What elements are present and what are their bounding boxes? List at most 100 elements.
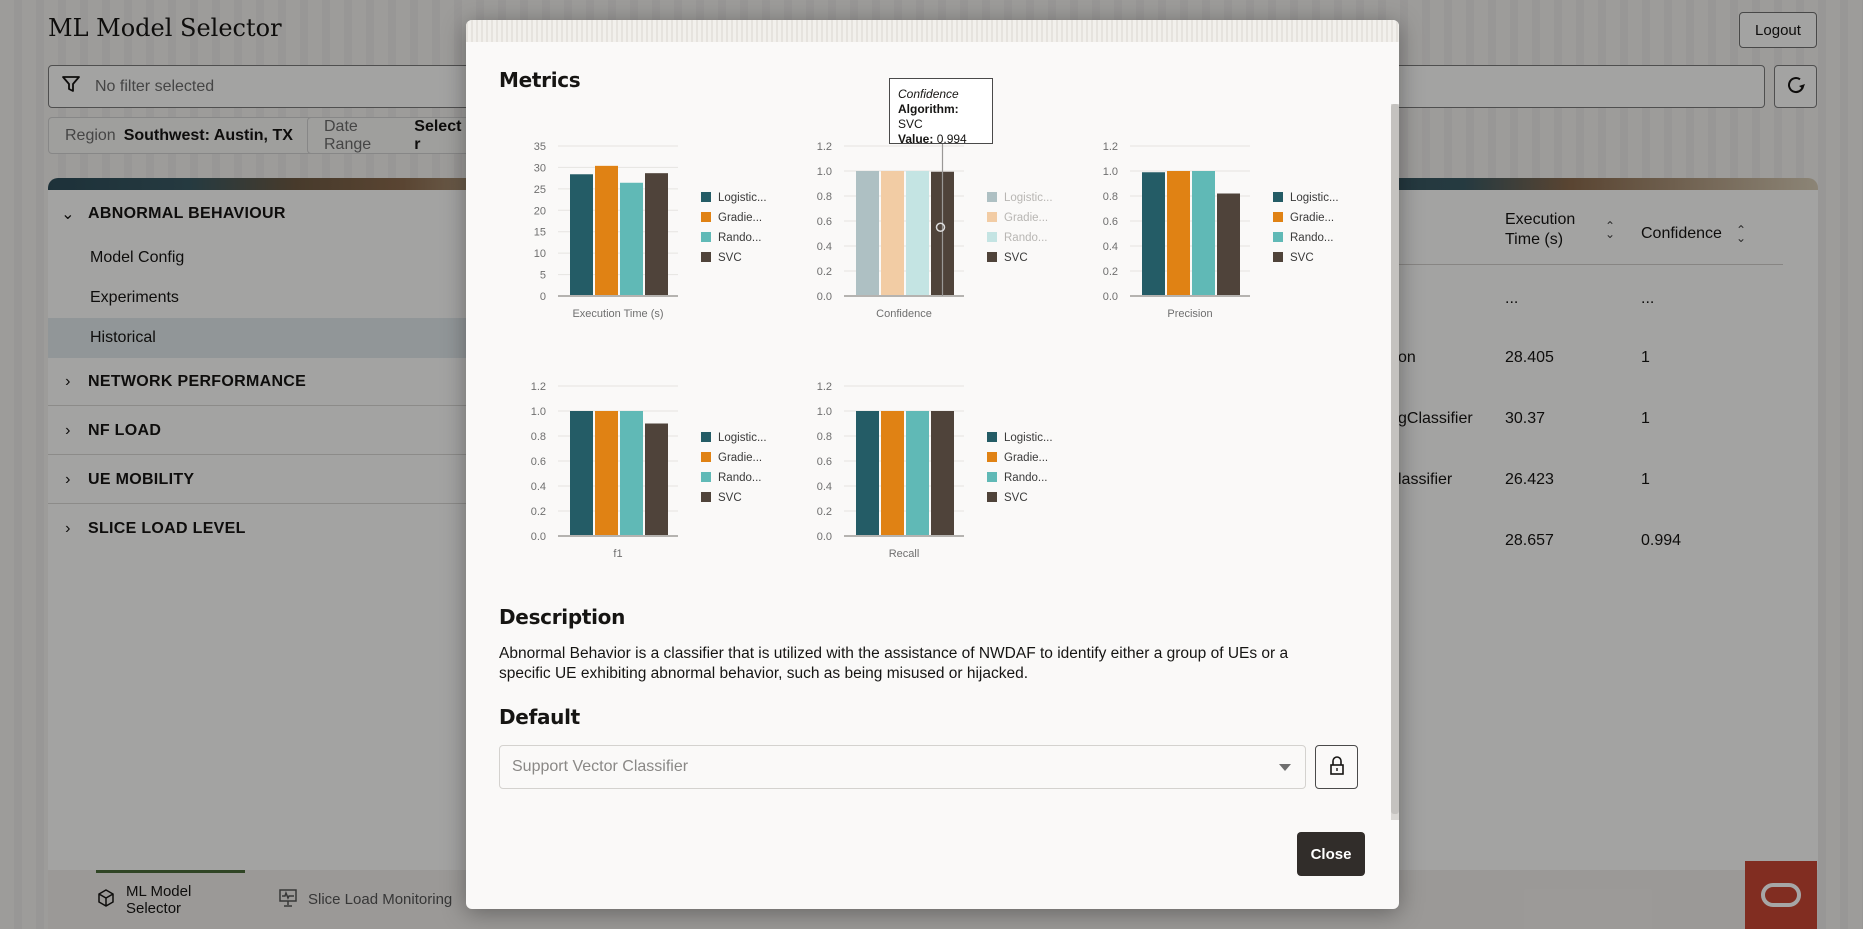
legend-swatch: [1273, 232, 1283, 242]
y-tick-label: 0.0: [1103, 291, 1118, 303]
legend-item[interactable]: Logistic...: [1004, 432, 1053, 444]
legend-item[interactable]: Rando...: [718, 232, 761, 244]
bar[interactable]: [1192, 171, 1215, 296]
bar[interactable]: [856, 171, 879, 296]
chart-f1[interactable]: 0.0 0.2 0.4 0.6 0.8 1.0 1.2 f1 Logistic... Gradie…: [506, 355, 776, 575]
logout-button[interactable]: Logout: [1739, 12, 1817, 48]
chart-execution-time[interactable]: 0 5 10 15 20 25 30 35 Execution Time (s) Logistic…: [506, 115, 776, 335]
bar[interactable]: [906, 171, 929, 296]
bar[interactable]: [595, 411, 618, 536]
y-tick-label: 0.4: [1103, 241, 1118, 253]
bar[interactable]: [931, 411, 954, 536]
filter-placeholder: No filter selected: [95, 77, 215, 95]
bar[interactable]: [881, 171, 904, 296]
nav-group-network-performance[interactable]: › NETWORK PERFORMANCE: [48, 358, 468, 406]
nav-group-label: ABNORMAL BEHAVIOUR: [88, 205, 286, 222]
bar[interactable]: [570, 411, 593, 536]
nav-group-slice-load-level[interactable]: › SLICE LOAD LEVEL: [48, 505, 468, 553]
description-title: Description: [499, 605, 626, 629]
nav-item-experiments[interactable]: Experiments: [90, 289, 179, 306]
bar[interactable]: [620, 182, 643, 296]
date-range-chip[interactable]: Date Range Select r: [307, 117, 487, 154]
legend-swatch: [987, 492, 997, 502]
select-value: Support Vector Classifier: [512, 758, 689, 775]
bar[interactable]: [881, 411, 904, 536]
legend-item[interactable]: SVC: [1004, 492, 1028, 504]
sort-icon[interactable]: ⌃ ⌄: [1604, 218, 1615, 241]
legend-item[interactable]: Gradie...: [1004, 452, 1048, 464]
y-tick-label: 0.8: [817, 191, 832, 203]
close-button[interactable]: Close: [1297, 832, 1365, 876]
legend-item[interactable]: SVC: [1004, 252, 1028, 264]
lock-icon: [1329, 755, 1345, 779]
legend-item[interactable]: Logistic...: [718, 192, 767, 204]
footer-tab-ml-model-selector[interactable]: ML Model Selector: [96, 870, 245, 929]
y-tick-label: 0.2: [531, 506, 546, 518]
legend-item[interactable]: Gradie...: [1004, 212, 1048, 224]
bar[interactable]: [570, 174, 593, 296]
region-chip[interactable]: Region Southwest: Austin, TX: [48, 117, 314, 154]
bar[interactable]: [1217, 193, 1240, 297]
legend-swatch: [701, 492, 711, 502]
legend-swatch: [1273, 192, 1283, 202]
lock-button[interactable]: [1315, 745, 1358, 789]
legend-item[interactable]: Logistic...: [1290, 192, 1339, 204]
y-tick-label: 0.2: [817, 506, 832, 518]
y-tick-label: 0: [540, 291, 546, 303]
bar[interactable]: [856, 411, 879, 536]
dialog-scrollbar-thumb[interactable]: [1391, 104, 1399, 814]
legend-item[interactable]: Rando...: [1004, 232, 1047, 244]
legend-item[interactable]: Rando...: [1290, 232, 1333, 244]
cell-exec-time: 28.657: [1505, 532, 1554, 549]
bar[interactable]: [645, 173, 668, 296]
legend-item[interactable]: Gradie...: [718, 212, 762, 224]
footer-tab-label: ML Model Selector: [126, 882, 192, 917]
legend-item[interactable]: SVC: [1290, 252, 1314, 264]
refresh-button[interactable]: [1774, 65, 1817, 108]
hover-marker: [935, 222, 946, 232]
y-tick-label: 0.0: [817, 291, 832, 303]
table-header-divider: [1380, 264, 1783, 265]
bar[interactable]: [906, 411, 929, 536]
legend-swatch: [1273, 252, 1283, 262]
nav-group-abnormal-behaviour[interactable]: ⌄ ABNORMAL BEHAVIOUR: [48, 190, 468, 238]
footer-tab-slice-load-monitoring[interactable]: Slice Load Monitoring: [278, 870, 452, 929]
dropdown-caret-icon: [1279, 764, 1291, 771]
y-tick-label: 0.2: [817, 266, 832, 278]
brand-logo[interactable]: [1745, 861, 1817, 929]
column-header-execution-time[interactable]: Execution Time (s) ⌃ ⌄: [1505, 210, 1615, 250]
cell-exec-time: 28.405: [1505, 349, 1554, 366]
legend-item[interactable]: Gradie...: [718, 452, 762, 464]
bar[interactable]: [1167, 171, 1190, 296]
legend-item[interactable]: Gradie...: [1290, 212, 1334, 224]
nav-group-ue-mobility[interactable]: › UE MOBILITY: [48, 456, 468, 504]
tooltip-algorithm-value: SVC: [898, 117, 923, 131]
legend-item[interactable]: Logistic...: [718, 432, 767, 444]
chart-confidence[interactable]: 0.0 0.2 0.4 0.6 0.8 1.0 1.2 Confidence Logistic.…: [792, 105, 1062, 335]
chart-precision[interactable]: 0.0 0.2 0.4 0.6 0.8 1.0 1.2 Precision Logistic..…: [1078, 115, 1348, 335]
default-model-select[interactable]: Support Vector Classifier: [499, 745, 1306, 789]
legend-item[interactable]: Logistic...: [1004, 192, 1053, 204]
bar[interactable]: [620, 411, 643, 536]
refresh-icon: [1785, 74, 1807, 99]
legend-item[interactable]: Rando...: [1004, 472, 1047, 484]
y-tick-label: 35: [534, 141, 546, 153]
sort-icon[interactable]: ⌃ ⌄: [1735, 222, 1747, 245]
column-header-confidence[interactable]: Confidence ⌃ ⌄: [1641, 222, 1747, 245]
column-label: Execution Time (s): [1505, 211, 1576, 248]
legend-item[interactable]: SVC: [718, 252, 742, 264]
nav-group-nf-load[interactable]: › NF LOAD: [48, 407, 468, 455]
legend-swatch: [701, 472, 711, 482]
tooltip-title: Confidence: [898, 87, 959, 101]
y-tick-label: 0.6: [531, 456, 546, 468]
nav-item-historical[interactable]: Historical: [48, 318, 468, 358]
legend-item[interactable]: Rando...: [718, 472, 761, 484]
y-tick-label: 0.4: [817, 481, 832, 493]
bar[interactable]: [1142, 172, 1165, 296]
legend-item[interactable]: SVC: [718, 492, 742, 504]
bar[interactable]: [645, 423, 668, 537]
bar[interactable]: [595, 165, 618, 296]
chart-recall[interactable]: 0.0 0.2 0.4 0.6 0.8 1.0 1.2 Recall Logistic... Gr…: [792, 355, 1062, 575]
metrics-dialog: Metrics 0 5 10 15 20 25 30 35 Execution Time (s)…: [466, 20, 1399, 909]
nav-item-model-config[interactable]: Model Config: [90, 249, 185, 266]
